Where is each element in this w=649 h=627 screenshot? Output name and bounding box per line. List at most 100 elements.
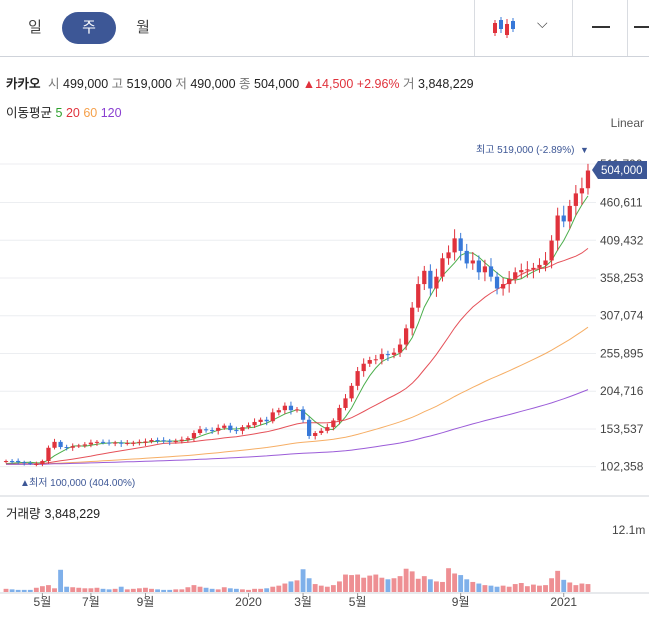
volume-bar	[185, 587, 191, 592]
candle	[179, 436, 184, 444]
candle	[397, 338, 403, 358]
candle-body	[70, 446, 75, 448]
y-tick-label: 511,790	[600, 157, 643, 171]
candle-body	[179, 439, 184, 442]
volume-bar	[149, 588, 154, 592]
y-tick-label: 255,895	[600, 346, 644, 360]
y-tick-label: 409,432	[600, 233, 644, 247]
volume-bar	[64, 586, 70, 592]
candle	[3, 459, 9, 464]
candle-body	[276, 410, 281, 413]
volume-bar	[476, 583, 482, 592]
scale-toggle[interactable]: Linear	[610, 116, 644, 130]
tab-day[interactable]: 일	[28, 19, 42, 36]
last-price-value: 504,000	[601, 165, 643, 177]
candle	[40, 459, 45, 467]
y-tick-label: 460,611	[600, 196, 643, 210]
candle	[240, 425, 245, 435]
high-marker-icon: ▼	[580, 145, 589, 155]
volume-bar	[470, 581, 476, 592]
candle-body	[531, 267, 536, 270]
candle	[488, 258, 494, 282]
volume-bar	[112, 588, 118, 592]
volume-label: 거	[403, 77, 415, 91]
moving-average-legend: 이동평균 5 20 60 120	[6, 102, 122, 121]
up-triangle-icon: ▲	[302, 77, 316, 91]
candle-body	[555, 215, 560, 241]
candle	[379, 348, 384, 365]
candle	[155, 437, 160, 444]
volume-bar	[209, 588, 215, 592]
x-tick-label: 2020	[235, 595, 262, 609]
candle	[185, 436, 191, 443]
open-label: 시	[48, 77, 60, 91]
low-annotation: 최저 100,000 (404.00%)	[29, 477, 135, 489]
candle	[58, 440, 63, 450]
low-label: 저	[175, 77, 187, 91]
candle	[76, 443, 81, 449]
candle	[143, 438, 148, 447]
collapse-button[interactable]	[634, 26, 649, 28]
candle-body	[131, 442, 136, 444]
x-tick-label: 5월	[349, 595, 367, 609]
candle-body	[410, 307, 415, 329]
chevron-down-icon[interactable]: ⌵	[537, 15, 548, 31]
candle-body	[34, 463, 39, 465]
candle-body	[585, 170, 591, 189]
candle-body	[40, 461, 45, 464]
volume-bar	[427, 579, 433, 592]
candle	[391, 348, 397, 359]
candle	[343, 394, 348, 411]
y-tick-label: 204,716	[600, 384, 644, 398]
volume-bar	[306, 578, 312, 592]
candle	[482, 259, 488, 282]
volume-bar	[446, 568, 451, 592]
candle-body	[143, 441, 148, 443]
change-value: 14,500	[315, 77, 354, 91]
volume-bar	[161, 589, 167, 592]
candle	[88, 439, 94, 448]
tab-week[interactable]: 주	[62, 12, 116, 44]
volume-bar	[312, 584, 318, 592]
candlestick-icon[interactable]	[492, 14, 518, 40]
candle	[494, 271, 500, 295]
candle-body	[52, 441, 57, 448]
candle	[34, 461, 39, 467]
candle-body	[385, 354, 391, 356]
volume-bar	[482, 585, 488, 592]
candle	[410, 302, 415, 336]
minimize-button[interactable]	[592, 26, 610, 28]
candle	[367, 356, 372, 367]
volume-bar	[415, 578, 421, 592]
candle	[52, 438, 57, 450]
volume-bar	[27, 589, 33, 592]
candle	[106, 439, 112, 446]
volume-bar	[524, 586, 530, 592]
volume-bar	[549, 578, 555, 592]
ma-60-label: 60	[83, 106, 98, 120]
candle	[191, 430, 197, 442]
candle-body	[240, 427, 245, 431]
volume-bar	[385, 579, 391, 592]
volume-bar	[567, 582, 573, 592]
volume-bar	[276, 585, 282, 592]
low-value: 490,000	[190, 77, 236, 91]
candle-body	[428, 270, 433, 289]
x-tick-label: 2021	[550, 595, 577, 609]
y-tick-label: 358,253	[600, 271, 644, 285]
candle-body	[3, 461, 9, 463]
candle-body	[397, 344, 403, 353]
volume-bar	[76, 587, 82, 592]
y-tick-label: 102,358	[600, 460, 644, 474]
candle-body	[343, 398, 348, 408]
volume-bar	[543, 585, 548, 592]
candle	[537, 258, 542, 273]
tab-month[interactable]: 월	[136, 19, 150, 36]
candle-body	[113, 442, 118, 444]
volume-bar	[203, 587, 209, 592]
divider	[474, 0, 475, 56]
candle-body	[519, 270, 524, 273]
volume-bar	[409, 571, 415, 592]
candle	[294, 407, 300, 413]
